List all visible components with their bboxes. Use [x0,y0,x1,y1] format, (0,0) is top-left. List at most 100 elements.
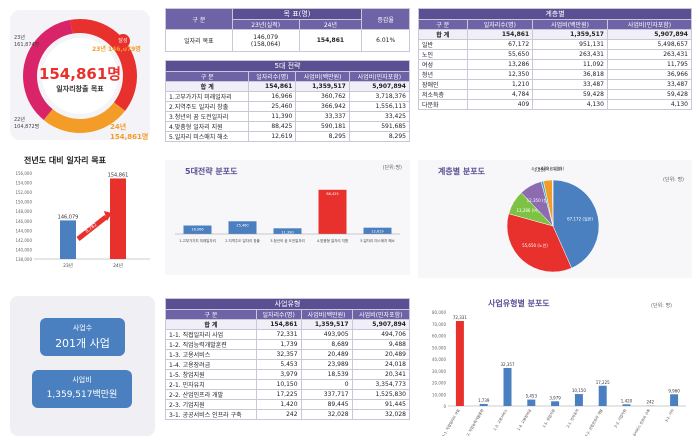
strategy-table: 5대 전략 구 분 일자리수(명) 사업비(백만원) 사업비(민자포함) 합 계… [164,60,411,142]
type-table-panel: 사업유형 구 분 일자리수(명) 사업비(백만원) 사업비(민자포함) 합 계 … [165,298,411,420]
type-row: 2-1. 민자유치 10,150 0 3,354,773 [165,379,411,390]
donut-panel: 154,861명 일자리창출 목표 23년 146,079명 24년 154,8… [10,10,150,141]
type-cell: 32,028 [351,409,411,420]
type-total-cell: 154,861 [255,319,302,330]
strategy-col: 구 분 [164,71,250,82]
group-col: 사업비(민자포함) [606,19,693,30]
bar [598,385,607,406]
data-label: 32,357 [501,362,515,367]
data-label: 146,079 [58,214,79,220]
strategy-total-cell: 합 계 [164,81,250,92]
y-tick-label: 30,000 [432,369,446,374]
pie-slice [551,179,554,227]
slice-label: 67,172 (일반) [567,215,593,221]
arrow-head [104,211,112,221]
strategy-cell: 3.청년의 꿈 도전일자리 [164,111,250,122]
group-cell: 59,428 [532,89,608,100]
type-cell: 32,357 [255,349,302,360]
type-row: 3-1. 공공서비스 인프라 구축 242 32,028 32,028 [165,409,411,420]
target-col-group: 구 분 [165,8,233,30]
group-cell: 일반 [418,39,468,50]
group-total-cell: 5,907,894 [606,29,693,40]
group-row: 여성 13,286 11,092 11,795 [418,59,693,70]
group-cell: 67,172 [466,39,534,50]
type-cell: 3-1. 공공서비스 인프라 구축 [165,409,257,420]
count-label: 사업수 [72,324,93,332]
x-tick-label: 24년 [113,262,123,269]
target-col-24: 24년 [298,19,363,30]
budget-label: 사업비 [72,376,92,384]
budget-value: 1,359,517백만원 [46,390,118,400]
pie-panel: 계층별 분포도 (단위: 명) 67,172 (일반) 55,650 (노인) 13… [418,160,692,278]
strategy-cell: 4.맞춤형 일자리 지원 [164,121,250,132]
strategy-cell: 12,619 [248,131,297,142]
group-table: 계층별 구 분 일자리수(명) 사업비(백만원) 사업비(민자포함) 합 계 1… [418,8,693,110]
group-cell: 저소득층 [418,89,468,100]
y-tick-label: 10,000 [432,392,446,397]
strategy-cell: 16,966 [248,91,297,102]
bar [551,401,560,406]
type-cell: 1-1. 직접일자리 사업 [165,329,257,340]
type-row: 1-4. 고용장려금 5,453 23,989 24,018 [165,359,411,370]
strategy-cell: 366,942 [295,101,350,112]
group-cell: 59,428 [606,89,693,100]
group-cell: 4,130 [606,99,693,110]
bar [183,225,212,234]
trend-arrow [76,215,108,241]
type-row: 1-5. 창업지원 3,979 18,539 20,341 [165,369,411,380]
data-label: 3,979 [549,395,561,400]
type-cell: 24,018 [351,359,411,370]
group-table-panel: 계층별 구 분 일자리수(명) 사업비(백만원) 사업비(민자포함) 합 계 1… [418,8,693,110]
y-tick-label: 20,000 [432,381,446,386]
type-total-cell: 5,907,894 [351,319,411,330]
strategy-row: 5.일자리 미스매치 해소 12,619 8,295 8,295 [164,131,411,142]
bar [273,228,302,234]
x-tick-label: 1-1. 직접일자리 사업 [441,408,461,436]
type-cell: 1,739 [255,339,302,350]
group-cell: 409 [466,99,534,110]
strategy-cell: 33,337 [295,111,350,122]
yoy-chart-panel: 전년도 대비 일자리 목표 156,000 154,000 152,000 150,0… [10,155,155,275]
donut-label-24: 24년 154,861명 [110,123,149,141]
slice-label: 12,350 (청년) [527,197,553,203]
strategy-row: 2.지역주도 일자리 창출 25,460 366,942 1,556,113 [164,101,411,112]
group-cell: 청년 [418,69,468,80]
y-tick-label: 40,000 [432,357,446,362]
type-row: 2-2. 산업인프라 개발 17,225 337,717 1,525,830 [165,389,411,400]
group-cell: 장애인 [418,79,468,90]
target-table: 구 분 목 표(명) 증감율 23년(실적) 24년 일자리 목표 146,07… [165,8,410,52]
strategy-chart-panel: 5대전략 분포도 (단위:명) 16,966 1.고부가가치 미래일자리 25,46… [165,160,410,275]
donut-subtitle: 일자리창출 목표 [56,85,104,93]
group-cell: 263,431 [532,49,608,60]
group-cell: 4,784 [466,89,534,100]
strategy-cell: 8,295 [295,131,350,142]
group-cell: 1,210 [466,79,534,90]
group-cell: 노인 [418,49,468,60]
type-table: 사업유형 구 분 일자리수(명) 사업비(백만원) 사업비(민자포함) 합 계 … [165,298,411,420]
group-total-cell: 154,861 [466,29,534,40]
type-cell: 20,341 [351,369,411,380]
strategy-col: 사업비(민자포함) [348,71,411,82]
type-cell: 1-4. 고용장려금 [165,359,257,370]
type-cell: 1-5. 창업지원 [165,369,257,380]
type-col: 사업비(백만원) [300,309,353,320]
y-tick-label: 152,000 [15,190,32,195]
strategy-row: 3.청년의 꿈 도전일자리 11,390 33,337 33,425 [164,111,411,122]
bar [60,220,76,259]
bar [503,367,512,406]
bar [622,404,631,406]
data-label: 10,150 [572,388,586,393]
type-cell: 72,331 [255,329,302,340]
bar [527,399,536,406]
yoy-chart: 156,000 154,000 152,000 150,000 148,000 146,0… [15,171,150,269]
bar [228,221,257,234]
pie-title: 계층별 분포도 [438,167,485,176]
data-label: 25,460 [236,223,248,227]
bar [479,403,488,406]
x-tick-label: 2.지역주도 일자리 창출 [225,238,260,243]
type-row: 2-3. 기업지원 1,420 89,445 91,445 [165,399,411,410]
type-cell: 17,225 [255,389,302,400]
group-col: 일자리수(명) [466,19,534,30]
strategy-chart: 16,966 1.고부가가치 미래일자리 25,460 2.지역주도 일자리 창출 11… [175,189,400,243]
x-tick-label: 1.고부가가치 미래일자리 [179,238,216,243]
